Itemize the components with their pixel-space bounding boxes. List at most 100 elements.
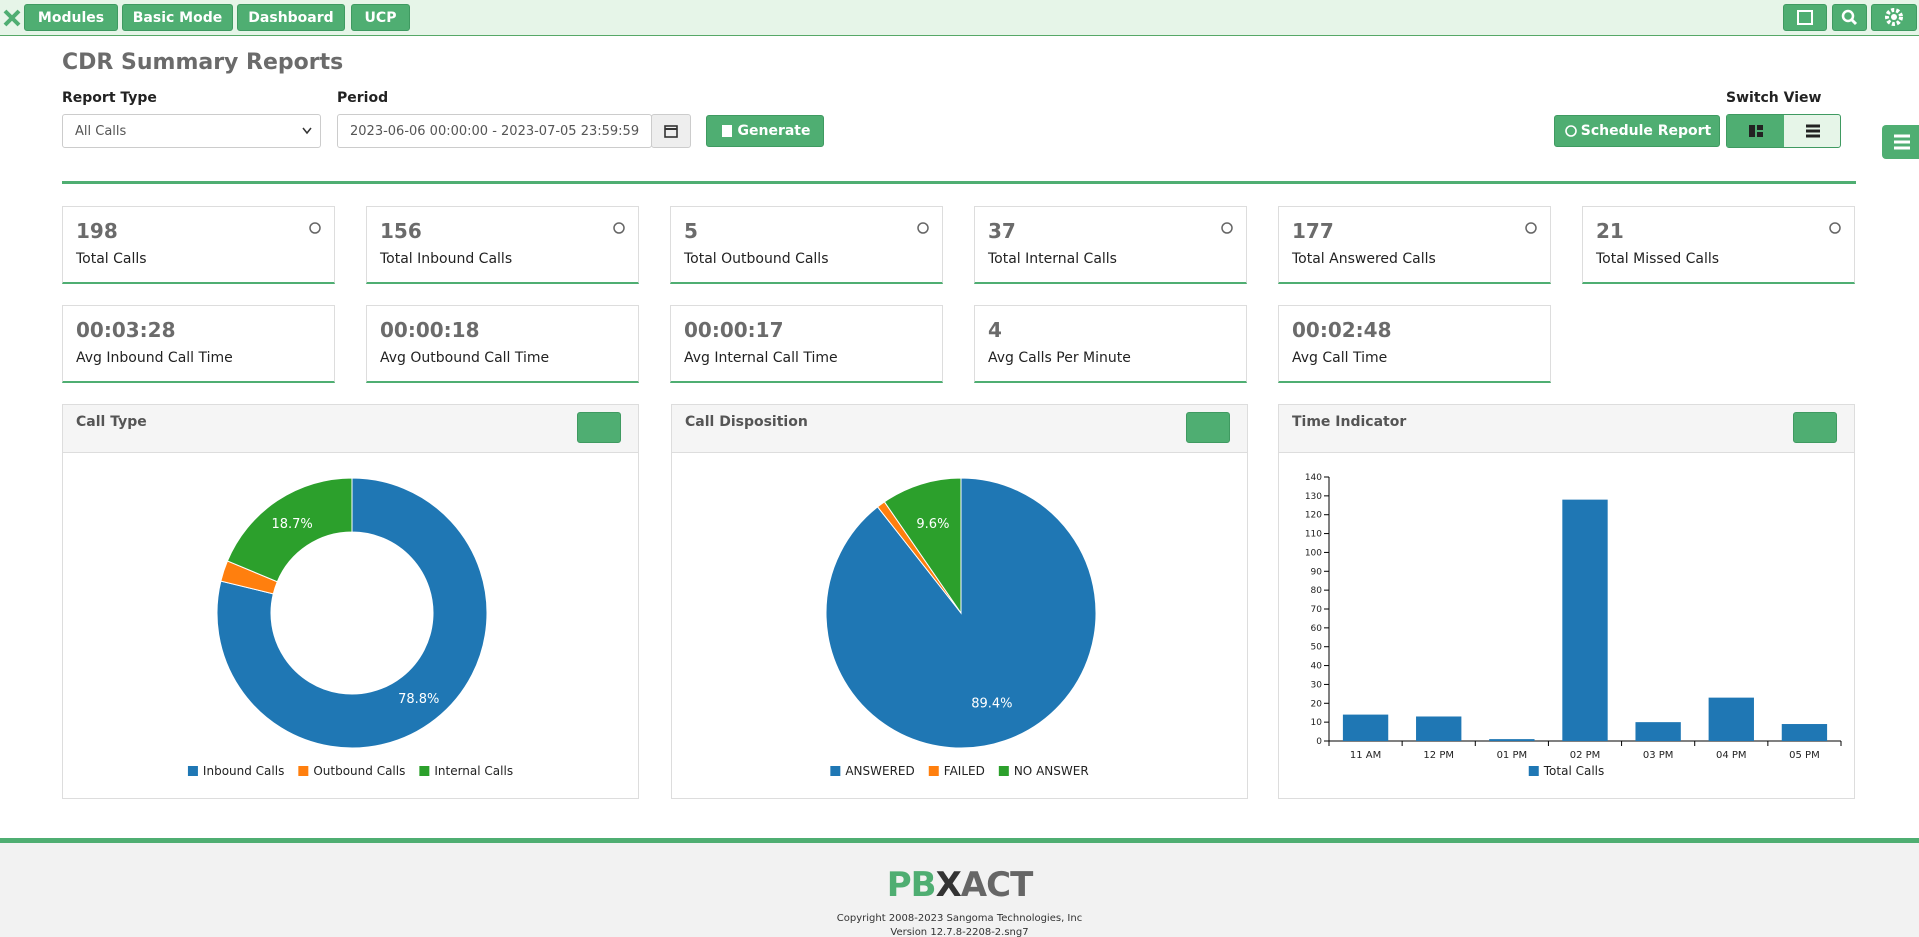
view-switch — [1726, 114, 1841, 148]
bar — [1708, 697, 1754, 741]
panel-header: Call Disposition — [672, 405, 1247, 453]
language-button[interactable] — [1783, 4, 1827, 31]
settings-button[interactable] — [1871, 4, 1917, 31]
menu-button[interactable] — [577, 412, 621, 443]
legend-swatch — [187, 766, 198, 776]
y-tick-label: 30 — [1311, 680, 1323, 690]
stat-label: Total Missed Calls — [1596, 251, 1720, 267]
divider — [62, 181, 1856, 184]
logo-text: ACT — [960, 865, 1033, 905]
stat-label: Avg Inbound Call Time — [76, 350, 233, 366]
chart-panel: Call Type 78.8% 18.7% Inbound Calls Outbound… — [62, 404, 639, 799]
nav-button[interactable]: Basic Mode — [122, 4, 233, 31]
stat-label: Avg Calls Per Minute — [988, 350, 1131, 366]
y-tick-label: 90 — [1311, 567, 1323, 577]
period-value: 2023-06-06 00:00:00 - 2023-07-05 23:59:5… — [350, 123, 640, 139]
chart: 0 10 20 30 40 50 60 70 80 90 100 110 120 130 140 11 AM 1… — [1305, 473, 1842, 778]
search-button[interactable] — [1832, 4, 1867, 31]
legend-swatch — [928, 766, 939, 776]
y-tick-label: 100 — [1305, 548, 1322, 558]
slice — [216, 477, 488, 749]
stat-value: 5 — [684, 219, 698, 243]
footer: PBXACT Copyright 2008-2023 Sangoma Techn… — [0, 838, 1919, 937]
y-tick-label: 70 — [1311, 605, 1323, 615]
report-type-select[interactable]: All Calls — [62, 114, 321, 148]
calendar-button[interactable] — [651, 114, 691, 148]
stat-value: 198 — [76, 219, 118, 243]
copyright: Copyright 2008-2023 Sangoma Technologies… — [836, 913, 1083, 924]
slice-label: 18.7% — [271, 517, 312, 532]
period-input[interactable]: 2023-06-06 00:00:00 - 2023-07-05 23:59:5… — [337, 114, 652, 148]
icon-shape — [1829, 222, 1841, 234]
footer-logo: PBXACT — [0, 865, 1919, 905]
legend-swatch — [998, 766, 1009, 776]
nav-button[interactable]: UCP — [351, 4, 410, 31]
stat-value: 177 — [1292, 219, 1334, 243]
side-tab[interactable] — [1882, 125, 1919, 159]
x-tick-label: 01 PM — [1497, 750, 1528, 761]
stat-card: 00:00:18 Avg Outbound Call Time — [366, 305, 639, 383]
stat-card: 156 Total Inbound Calls — [366, 206, 639, 284]
y-tick-label: 10 — [1311, 718, 1323, 728]
y-tick-label: 120 — [1305, 511, 1322, 521]
menu-button[interactable] — [1793, 412, 1837, 443]
panel-title: Call Disposition — [685, 414, 808, 430]
stat-label: Avg Call Time — [1292, 350, 1388, 366]
bar — [1342, 714, 1389, 741]
stat-value: 00:00:18 — [380, 318, 480, 342]
top-bar: Modules Basic Mode Dashboard UCP — [0, 0, 1919, 36]
caret — [302, 127, 312, 135]
slice-label: 9.6% — [916, 517, 949, 532]
stat-card: 21 Total Missed Calls — [1582, 206, 1855, 284]
icon — [721, 125, 732, 137]
panel-header: Time Indicator — [1279, 405, 1854, 453]
stat-label: Avg Internal Call Time — [684, 350, 838, 366]
select-value: All Calls — [75, 123, 127, 139]
slice — [226, 477, 353, 583]
icon-shape — [917, 222, 929, 234]
stat-value: 156 — [380, 219, 422, 243]
nav-button[interactable]: Dashboard — [237, 4, 345, 31]
y-tick-label: 40 — [1311, 662, 1323, 672]
list-view-button[interactable] — [1784, 115, 1840, 147]
icon — [1797, 10, 1813, 25]
menu-button[interactable] — [1186, 412, 1230, 443]
stat-card: 37 Total Internal Calls — [974, 206, 1247, 284]
button-label: Schedule Report — [1580, 123, 1712, 139]
legend-label: Outbound Calls — [313, 764, 405, 778]
x-tick-label: 02 PM — [1570, 750, 1601, 761]
grid-view-button[interactable] — [1727, 115, 1784, 147]
slice-label: 89.4% — [971, 696, 1012, 711]
generate-button[interactable]: Generate — [706, 115, 824, 147]
icon-shape — [1525, 222, 1537, 234]
icon-shape — [309, 222, 321, 234]
icon — [1806, 124, 1820, 138]
chart: 78.8% 18.7% Inbound Calls Outbound Calls Int… — [187, 477, 513, 778]
icon — [1841, 9, 1858, 26]
stat-label: Total Answered Calls — [1292, 251, 1436, 267]
schedule-button[interactable]: Schedule Report — [1554, 115, 1720, 147]
legend-swatch — [830, 766, 841, 776]
stat-value: 4 — [988, 318, 1002, 342]
stat-icon — [1221, 222, 1233, 234]
stat-value: 37 — [988, 219, 1016, 243]
slice-label: 78.8% — [398, 692, 439, 707]
legend-swatch — [1528, 766, 1539, 776]
legend-label: ANSWERED — [845, 764, 914, 778]
y-tick-label: 80 — [1311, 586, 1323, 596]
chart: 89.4% 9.6% ANSWERED FAILED NO ANSWER — [825, 477, 1097, 778]
nav-button[interactable]: Modules — [24, 4, 118, 31]
y-tick-label: 140 — [1305, 473, 1322, 483]
stat-card: 198 Total Calls — [62, 206, 335, 284]
stat-icon — [309, 222, 321, 234]
icon — [664, 125, 678, 138]
y-tick-label: 20 — [1311, 699, 1323, 709]
stat-label: Total Outbound Calls — [684, 251, 829, 267]
bar — [1781, 724, 1828, 741]
x-tick-label: 12 PM — [1423, 750, 1454, 761]
bar — [1489, 739, 1535, 741]
chart-panel: Call Disposition 89.4% 9.6% ANSWERED FAILED N… — [671, 404, 1248, 799]
legend: Inbound Calls Outbound Calls Internal Call… — [187, 764, 513, 778]
y-tick-label: 0 — [1316, 737, 1322, 747]
